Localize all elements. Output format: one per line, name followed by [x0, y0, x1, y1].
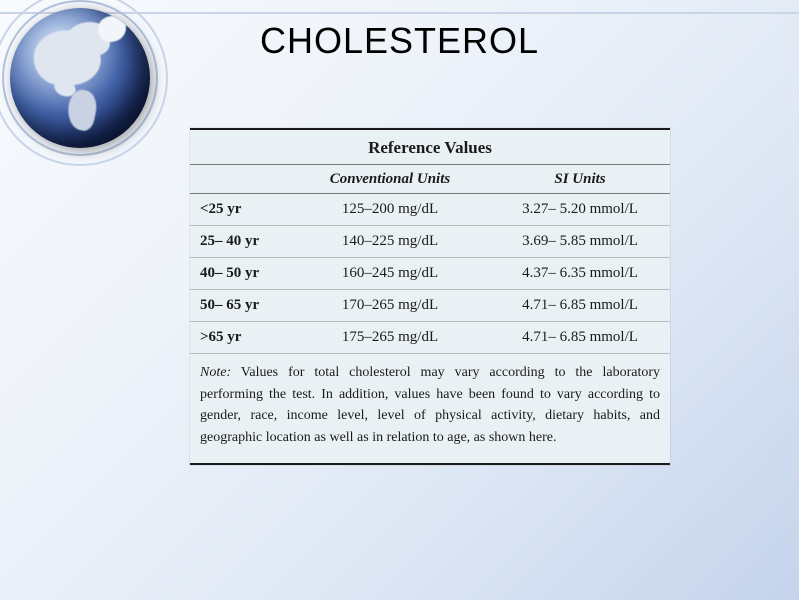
table-row: >65 yr 175–265 mg/dL 4.71– 6.85 mmol/L [190, 322, 670, 354]
cell-conventional: 125–200 mg/dL [290, 201, 490, 218]
table-body: <25 yr 125–200 mg/dL 3.27– 5.20 mmol/L 2… [190, 194, 670, 354]
cell-age: <25 yr [190, 201, 290, 218]
cell-si: 3.69– 5.85 mmol/L [490, 233, 670, 250]
cell-conventional: 140–225 mg/dL [290, 233, 490, 250]
table-row: 40– 50 yr 160–245 mg/dL 4.37– 6.35 mmol/… [190, 258, 670, 290]
table-column-headers: Conventional Units SI Units [190, 165, 670, 194]
cell-si: 4.37– 6.35 mmol/L [490, 265, 670, 282]
cell-age: 25– 40 yr [190, 233, 290, 250]
note-label: Note: [200, 365, 231, 380]
cell-conventional: 160–245 mg/dL [290, 265, 490, 282]
table-row: 50– 65 yr 170–265 mg/dL 4.71– 6.85 mmol/… [190, 290, 670, 322]
cell-si: 4.71– 6.85 mmol/L [490, 329, 670, 346]
cell-conventional: 175–265 mg/dL [290, 329, 490, 346]
cell-age: >65 yr [190, 329, 290, 346]
note-text: Values for total cholesterol may vary ac… [200, 365, 660, 445]
reference-values-table: Reference Values Conventional Units SI U… [190, 128, 670, 465]
table-note: Note: Values for total cholesterol may v… [190, 354, 670, 465]
cell-age: 40– 50 yr [190, 265, 290, 282]
cell-age: 50– 65 yr [190, 297, 290, 314]
table-title: Reference Values [190, 128, 670, 165]
cell-si: 4.71– 6.85 mmol/L [490, 297, 670, 314]
cell-si: 3.27– 5.20 mmol/L [490, 201, 670, 218]
column-header-conventional: Conventional Units [290, 171, 490, 188]
table-row: 25– 40 yr 140–225 mg/dL 3.69– 5.85 mmol/… [190, 226, 670, 258]
column-header-age [190, 171, 290, 188]
page-title: CHOLESTEROL [0, 20, 799, 62]
column-header-si: SI Units [490, 171, 670, 188]
table-row: <25 yr 125–200 mg/dL 3.27– 5.20 mmol/L [190, 194, 670, 226]
cell-conventional: 170–265 mg/dL [290, 297, 490, 314]
